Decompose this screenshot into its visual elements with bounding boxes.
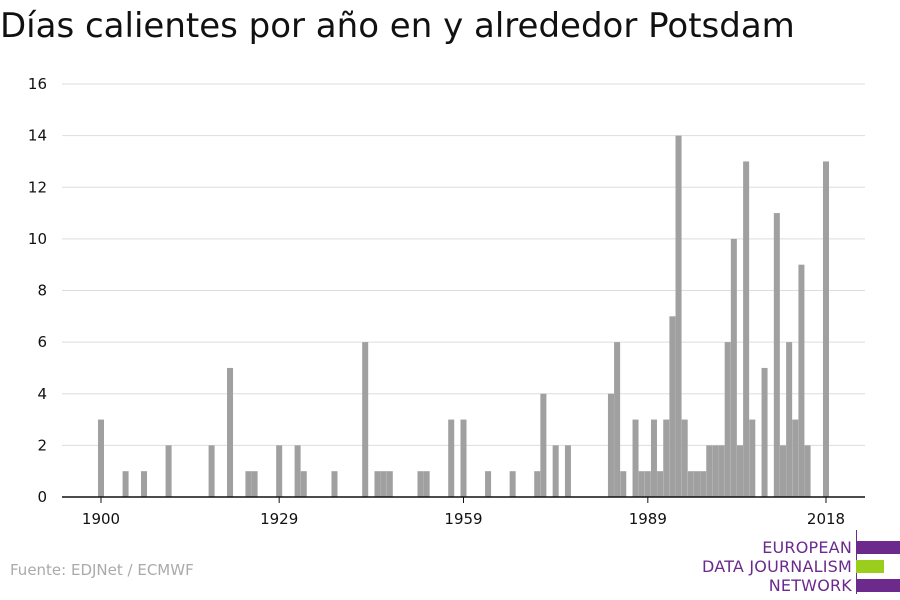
bar-1997 (693, 471, 700, 497)
x-tick-label-1989: 1989 (629, 510, 667, 528)
bar-2004 (736, 445, 743, 497)
bar-1921 (227, 367, 234, 497)
bar-1947 (386, 471, 393, 497)
bar-1985 (620, 471, 627, 497)
bar-1904 (122, 471, 129, 497)
logo-bar-bottom (856, 579, 900, 592)
bar-1967 (509, 471, 516, 497)
bar-2008 (761, 367, 768, 497)
bar-2014 (798, 264, 805, 497)
chart-title: Días calientes por año en y alrededor Po… (0, 6, 795, 46)
bar-1971 (534, 471, 541, 497)
bar-1925 (251, 471, 258, 497)
bar-1976 (564, 445, 571, 497)
bar-1943 (362, 342, 369, 497)
bar-1988 (638, 471, 645, 497)
logo-bar-top (856, 541, 900, 554)
x-tick-label-1929: 1929 (260, 510, 298, 528)
bar-1953 (423, 471, 430, 497)
bar-1911 (165, 445, 172, 497)
bar-1996 (687, 471, 694, 497)
bar-1924 (245, 471, 252, 497)
bar-1990 (650, 419, 657, 497)
bar-1918 (208, 445, 215, 497)
bar-1963 (485, 471, 492, 497)
bar-1974 (552, 445, 559, 497)
bar-1933 (300, 471, 307, 497)
bar-1945 (374, 471, 381, 497)
logo-bar-middle (856, 560, 884, 573)
bar-2013 (792, 419, 799, 497)
y-tick-label-2: 2 (37, 436, 47, 454)
bar-1959 (460, 419, 467, 497)
y-tick-label-10: 10 (28, 230, 47, 248)
x-tick-label-1959: 1959 (444, 510, 482, 528)
bar-2005 (743, 161, 750, 497)
y-tick-label-14: 14 (28, 127, 47, 145)
logo-text-data-journalism: DATA JOURNALISM (702, 557, 852, 576)
bar-2011 (779, 445, 787, 497)
bar-2003 (730, 238, 737, 497)
source-note: Fuente: EDJNet / ECMWF (10, 561, 194, 579)
bars (97, 135, 830, 497)
bar-1991 (657, 471, 664, 497)
bar-1972 (540, 393, 547, 497)
bar-2018 (822, 161, 830, 497)
bar-1989 (644, 471, 651, 497)
bar-1987 (632, 419, 639, 497)
bar-1994 (675, 135, 682, 497)
y-tick-label-8: 8 (37, 282, 47, 300)
bar-1907 (140, 471, 148, 497)
bar-2000 (712, 445, 719, 497)
edjnet-logo: EUROPEAN DATA JOURNALISM NETWORK (680, 530, 900, 596)
bar-2002 (724, 342, 731, 497)
bar-2006 (749, 419, 756, 497)
x-tick-labels: 1900 1929 1959 1989 2018 (82, 510, 845, 528)
logo-text-european: EUROPEAN (762, 538, 852, 557)
bar-1984 (614, 342, 621, 497)
y-tick-label-4: 4 (37, 385, 47, 403)
bar-1952 (417, 471, 424, 497)
bar-1995 (681, 419, 688, 497)
bar-1929 (276, 445, 283, 497)
bar-1957 (448, 419, 455, 497)
axes (62, 496, 865, 503)
y-tick-label-16: 16 (28, 75, 47, 93)
bar-2012 (786, 342, 793, 497)
bar-2015 (804, 445, 811, 497)
bar-2001 (718, 445, 725, 497)
x-tick-label-2018: 2018 (807, 510, 845, 528)
logo-text-network: NETWORK (768, 576, 852, 595)
y-tick-label-12: 12 (28, 178, 47, 196)
bar-1946 (380, 471, 387, 497)
bar-1993 (669, 316, 676, 497)
y-tick-label-6: 6 (37, 333, 47, 351)
bar-1983 (607, 393, 614, 497)
bar-1999 (706, 445, 713, 497)
bar-1992 (663, 419, 670, 497)
x-tick-label-1900: 1900 (82, 510, 120, 528)
y-tick-label-0: 0 (37, 488, 47, 506)
y-tick-labels: 0 2 4 6 8 10 12 14 16 (28, 75, 47, 506)
bar-2010 (773, 213, 780, 497)
bar-1932 (294, 445, 301, 497)
grid-lines (62, 83, 865, 446)
bar-1900 (97, 419, 105, 497)
bar-1998 (700, 471, 707, 497)
bar-1938 (331, 471, 338, 497)
